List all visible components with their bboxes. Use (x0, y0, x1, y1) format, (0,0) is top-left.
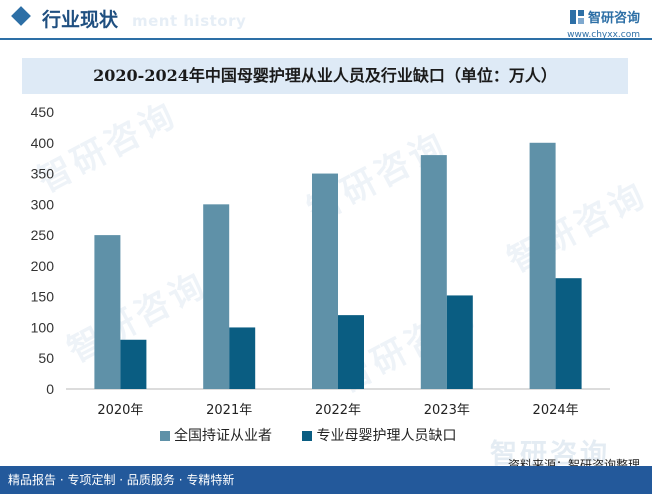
x-tick-label: 2022年 (315, 403, 361, 418)
bar (555, 278, 582, 389)
legend-item: 专业母婴护理人员缺口 (302, 425, 456, 445)
x-tick-label: 2020年 (97, 403, 143, 418)
chart-title: 2020-2024年中国母婴护理从业人员及行业缺口（单位：万人） (93, 66, 557, 85)
brand-name: 智研咨询 (587, 11, 640, 26)
header-divider (0, 38, 652, 40)
brand: 智研咨询 www.chyxx.com (567, 6, 640, 40)
bar (338, 315, 364, 389)
bar (120, 339, 147, 389)
chart-legend: 全国持证从业者 专业母婴护理人员缺口 (160, 425, 482, 445)
y-tick-label: 100 (31, 319, 55, 335)
y-tick-label: 250 (31, 227, 55, 243)
y-tick-label: 300 (31, 196, 55, 212)
legend-swatch (160, 431, 170, 441)
legend-label: 专业母婴护理人员缺口 (316, 428, 457, 444)
y-tick-label: 400 (31, 135, 55, 151)
page-header: 行业现状 ment history 智研咨询 www.chyxx.com (0, 0, 652, 40)
footer-text: 精品报告 · 专项定制 · 品质服务 · 专精特新 (8, 473, 235, 487)
bar (229, 327, 256, 389)
brand-logo-icon (569, 9, 584, 24)
diamond-icon (11, 6, 31, 26)
x-tick-label: 2024年 (533, 403, 579, 418)
y-tick-label: 150 (31, 289, 55, 305)
brand-url: www.chyxx.com (567, 30, 640, 40)
legend-swatch (302, 431, 313, 441)
y-tick-label: 350 (31, 166, 55, 182)
bar-chart: 0 50 100 150 200 250 300 350 400 450 2020年 2021年 202… (31, 104, 610, 418)
bar (94, 235, 121, 389)
bar (446, 295, 473, 389)
y-tick-label: 200 (31, 258, 55, 274)
chart-title-banner: 2020-2024年中国母婴护理从业人员及行业缺口（单位：万人） (22, 58, 628, 94)
footer-bar: 精品报告 · 专项定制 · 品质服务 · 专精特新 (0, 466, 652, 494)
section-title: 行业现状 (42, 9, 119, 31)
y-tick-label: 450 (31, 104, 55, 120)
y-tick-label: 50 (38, 350, 54, 366)
bar (312, 173, 338, 389)
legend-label: 全国持证从业者 (174, 428, 272, 444)
header-ghost-text: ment history (132, 12, 247, 30)
y-tick-label: 0 (46, 381, 54, 397)
bar (529, 142, 556, 389)
bar (203, 204, 230, 389)
source-watermark: 智研咨询 (490, 439, 610, 470)
x-tick-label: 2021年 (206, 403, 252, 418)
bar (420, 155, 447, 389)
x-tick-label: 2023年 (424, 403, 470, 418)
legend-item: 全国持证从业者 (160, 425, 272, 445)
